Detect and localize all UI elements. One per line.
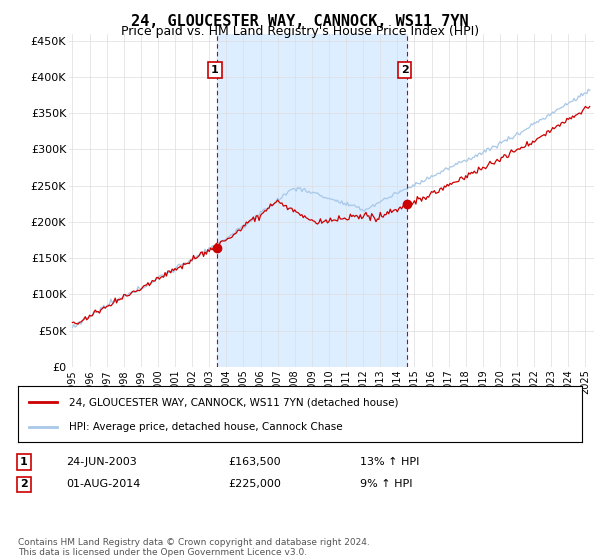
Text: Price paid vs. HM Land Registry's House Price Index (HPI): Price paid vs. HM Land Registry's House …	[121, 25, 479, 38]
Text: HPI: Average price, detached house, Cannock Chase: HPI: Average price, detached house, Cann…	[69, 422, 343, 432]
Text: 1: 1	[211, 65, 219, 75]
Text: 2: 2	[20, 479, 28, 489]
Text: 24-JUN-2003: 24-JUN-2003	[66, 457, 137, 467]
Text: £163,500: £163,500	[228, 457, 281, 467]
Text: 2: 2	[401, 65, 409, 75]
Text: 1: 1	[20, 457, 28, 467]
Text: Contains HM Land Registry data © Crown copyright and database right 2024.
This d: Contains HM Land Registry data © Crown c…	[18, 538, 370, 557]
Text: 24, GLOUCESTER WAY, CANNOCK, WS11 7YN (detached house): 24, GLOUCESTER WAY, CANNOCK, WS11 7YN (d…	[69, 397, 398, 407]
Text: 13% ↑ HPI: 13% ↑ HPI	[360, 457, 419, 467]
Text: 24, GLOUCESTER WAY, CANNOCK, WS11 7YN: 24, GLOUCESTER WAY, CANNOCK, WS11 7YN	[131, 14, 469, 29]
Text: 9% ↑ HPI: 9% ↑ HPI	[360, 479, 413, 489]
Bar	[217, 34, 407, 367]
Text: 01-AUG-2014: 01-AUG-2014	[66, 479, 140, 489]
Text: £225,000: £225,000	[228, 479, 281, 489]
